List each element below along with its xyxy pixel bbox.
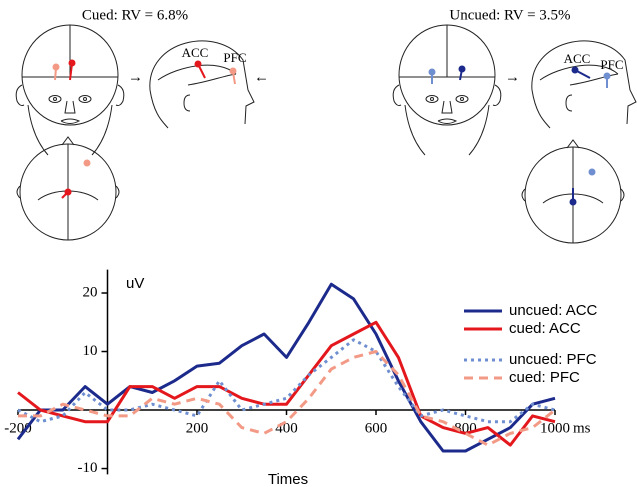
region-label: PFC [223,50,246,65]
x-tick-label: 200 [186,420,209,436]
arrow: → [505,69,520,85]
head-front [15,24,125,156]
x-axis-label: Times [268,471,308,487]
legend-label: cued: ACC [509,320,581,337]
region-label: ACC [564,51,591,66]
y-tick-label: 10 [83,343,98,359]
y-tick-label: -10 [78,460,98,476]
region-label: ACC [182,45,209,60]
arrow: ← [254,69,269,85]
x-tick-label: 400 [275,420,298,436]
region-label: PFC [600,57,623,72]
y-axis-label: uV [126,275,144,292]
panel-title: Uncued: RV = 3.5% [449,7,570,23]
x-tick-label: 1000 [540,420,570,436]
dipoles [52,59,237,199]
head-front [392,24,502,156]
series-line [17,320,556,447]
series-line [18,350,556,447]
x-unit: ms [573,420,591,436]
legend-label: cued: PFC [509,369,580,386]
y-tick-label: 20 [83,284,98,300]
arrow: → [128,69,143,85]
legend-label: uncued: PFC [509,351,597,368]
panel-title: Cued: RV = 6.8% [82,7,188,23]
dipoles [428,65,611,206]
legend-label: uncued: ACC [509,302,598,319]
series-line [16,282,556,453]
x-tick-label: 600 [365,420,388,436]
